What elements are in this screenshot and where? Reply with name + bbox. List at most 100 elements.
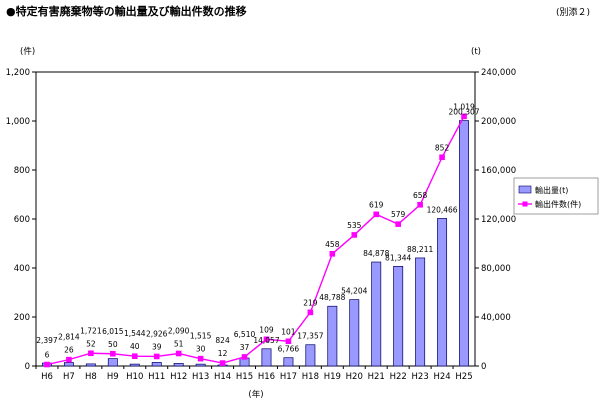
series-line (46, 116, 465, 366)
bar-data-label: 6,015 (102, 327, 124, 336)
left-axis-tick-label: 400 (14, 264, 30, 274)
legend-line-marker (522, 201, 528, 207)
line-point (110, 350, 116, 357)
right-axis-tick-label: 40,000 (481, 313, 511, 323)
x-axis-tick-label: H7 (63, 372, 75, 382)
line-point (329, 250, 336, 257)
line-data-label: 535 (347, 221, 362, 230)
x-axis-tick-label: H20 (346, 372, 363, 382)
bar (349, 299, 360, 367)
line-point (417, 201, 423, 208)
left-axis-tick-label: 200 (14, 313, 30, 323)
legend-bar-swatch (518, 185, 532, 194)
right-axis-tick-label: 80,000 (481, 264, 511, 274)
line-point (66, 356, 72, 363)
bar-data-label: 1,544 (124, 329, 146, 338)
x-axis-tick-label: H19 (324, 372, 341, 382)
line-data-label: 1,019 (453, 102, 475, 111)
line-data-label: 458 (325, 240, 340, 249)
bar (129, 363, 140, 367)
legend-bar-label: 輸出量(t) (535, 185, 568, 195)
bar-data-label: 17,357 (297, 332, 323, 341)
line-point (88, 350, 94, 357)
line-point (263, 336, 270, 343)
bar-data-label: 2,926 (146, 329, 168, 338)
bar-data-label: 824 (215, 336, 230, 345)
x-axis-tick-label: H25 (455, 372, 472, 382)
x-axis-label: (年) (248, 389, 263, 400)
bar (371, 261, 382, 367)
right-axis-tick-label: 0 (481, 362, 486, 372)
bar-data-label: 1,515 (190, 332, 212, 341)
left-axis-tick-label: 600 (14, 215, 30, 225)
bar-data-label: 1,721 (80, 326, 102, 335)
line-point (44, 361, 50, 368)
line-data-label: 50 (108, 340, 118, 349)
line-point (153, 353, 160, 360)
bar-data-label: 2,090 (168, 327, 190, 336)
x-axis-tick-label: H8 (85, 372, 97, 382)
bar (327, 305, 338, 367)
attachment-note: (別添２) (555, 8, 590, 18)
left-axis-unit: (件) (20, 46, 35, 57)
chart-title: ●特定有害廃棄物等の輸出量及び輸出件数の推移 (6, 5, 247, 18)
bar-data-label: 84,878 (363, 249, 389, 258)
bar (437, 218, 448, 367)
bar-data-label: 2,397 (36, 336, 58, 345)
line-point (175, 350, 182, 357)
x-axis-tick-label: H21 (368, 372, 385, 382)
line-point (395, 221, 401, 227)
line-data-label: 852 (435, 143, 450, 152)
bar (151, 362, 162, 367)
x-axis-tick-label: H13 (192, 372, 209, 382)
right-axis-unit: (t) (471, 47, 481, 57)
x-axis-tick-label: H23 (412, 372, 429, 382)
left-axis-tick-label: 1,200 (6, 68, 30, 78)
bar (107, 358, 118, 367)
line-point (307, 309, 314, 316)
right-axis-tick-label: 120,000 (481, 215, 516, 225)
line-data-label: 6 (45, 351, 50, 360)
x-axis-tick-label: H17 (280, 372, 297, 382)
legend-line-label: 輸出件数(件) (535, 199, 581, 209)
left-axis-tick-label: 1,000 (6, 117, 30, 127)
right-axis-tick-label: 200,000 (481, 117, 516, 127)
line-data-label: 51 (174, 340, 184, 349)
line-point (197, 355, 204, 362)
bar-data-label: 88,211 (407, 245, 433, 254)
bar-data-label: 200,307 (449, 108, 480, 117)
line-data-label: 109 (259, 325, 274, 334)
line-data-label: 101 (281, 327, 296, 336)
bar (261, 348, 272, 367)
bar (415, 257, 426, 367)
line-data-label: 12 (218, 349, 228, 358)
bar-data-label: 6,766 (278, 345, 300, 354)
bar-data-label: 2,814 (58, 333, 80, 342)
line-point (351, 232, 358, 238)
line-data-label: 30 (196, 345, 206, 354)
x-axis-tick-label: H6 (41, 372, 53, 382)
bar (173, 363, 184, 367)
x-axis-tick-label: H16 (258, 372, 275, 382)
bar (305, 344, 316, 367)
line-point (461, 113, 467, 120)
bar (459, 120, 469, 367)
bar (393, 266, 404, 367)
legend-box (513, 177, 599, 215)
line-data-label: 658 (413, 191, 428, 200)
x-axis-tick-label: H18 (302, 372, 319, 382)
x-axis-tick-label: H14 (214, 372, 231, 382)
line-data-label: 579 (391, 210, 406, 219)
line-data-label: 37 (240, 343, 250, 352)
line-point (373, 211, 380, 218)
line-data-label: 26 (64, 346, 74, 355)
line-data-label: 219 (303, 298, 318, 307)
line-point (131, 353, 138, 359)
bar (63, 362, 74, 367)
line-point (285, 338, 292, 345)
bar (283, 357, 294, 367)
line-data-label: 39 (152, 342, 162, 351)
bar-data-label: 14,057 (253, 336, 279, 345)
line-point (241, 354, 248, 360)
right-axis-tick-label: 160,000 (481, 166, 516, 176)
